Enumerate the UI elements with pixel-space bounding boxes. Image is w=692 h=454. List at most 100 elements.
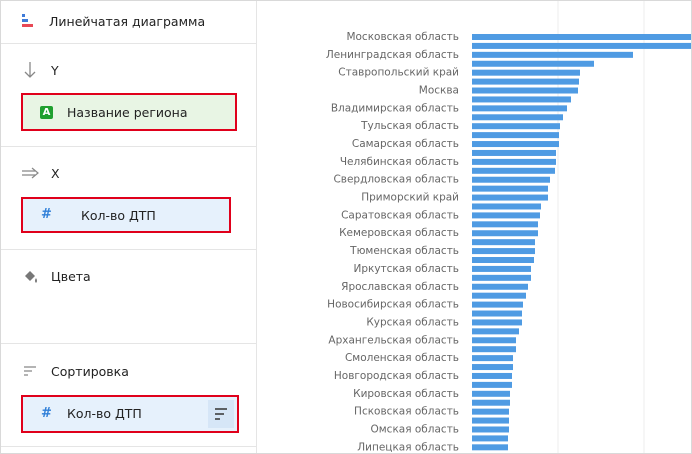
category-label: Ярославская область [341,281,459,293]
bar [472,399,510,406]
category-label: Ленинградская область [326,49,459,61]
bar [472,319,522,326]
bar [472,149,556,156]
bar [472,87,578,94]
category-label: Тульская область [360,120,459,132]
bar [472,444,508,451]
category-label: Тюменская область [349,245,459,257]
bar [472,167,555,174]
category-label: Омская область [370,423,459,435]
bar [472,34,691,40]
bar [472,265,531,272]
category-label: Кемеровская область [339,227,459,239]
category-label: Новосибирская область [327,299,459,311]
field-chip[interactable]: # Кол-во ДТП [21,197,231,233]
bar [472,337,516,344]
category-label: Кировская область [353,388,459,400]
category-label: Курская область [366,316,459,328]
category-label: Челябинская область [340,156,459,168]
bar [472,60,594,67]
bar [472,78,579,85]
bar [472,417,509,424]
category-label: Смоленская область [345,352,459,364]
category-label: Московская область [346,31,459,43]
type-badge: # [41,406,52,421]
category-label: Самарская область [352,138,459,150]
sort-direction[interactable] [208,400,234,428]
bar [472,203,541,210]
bar [472,248,535,255]
y-icon [24,62,36,78]
category-label: Иркутская область [353,263,459,275]
bar [472,105,567,112]
bar [472,132,559,139]
field-chip[interactable]: # Кол-во ДТП [21,395,239,433]
divider [1,249,256,250]
field-chip[interactable]: A Название региона [21,93,237,131]
bar [472,185,548,192]
bar [472,114,563,121]
category-label: Саратовская область [341,209,459,221]
bar [472,426,509,433]
bar [472,221,538,228]
field-label: Кол-во ДТП [81,208,156,223]
category-label: Липецкая область [357,441,459,453]
section-title: X [51,166,60,181]
chart-type[interactable]: Линейчатая диаграмма [49,14,206,29]
category-label: Владимирская область [331,102,459,114]
bar [472,328,519,335]
bar [472,274,531,281]
divider [1,146,256,147]
category-label: Москва [419,85,459,97]
type-badge: A [40,106,53,119]
bar [472,372,512,379]
bar [472,364,513,371]
bar [472,408,509,415]
bar [472,435,508,442]
category-label: Ставропольский край [338,67,459,79]
category-label: Приморский край [361,192,459,204]
bar [472,301,523,308]
bar [472,257,534,263]
bar [472,346,516,353]
divider [1,343,256,344]
sort-icon [24,366,36,376]
category-label: Псковская область [354,406,459,418]
divider [1,446,256,447]
type-badge: # [41,207,52,222]
bar [472,230,538,237]
bar [472,310,522,317]
bar [472,51,633,58]
bar [472,292,526,299]
bar [472,42,691,49]
section-title: Цвета [51,269,91,284]
bar [472,390,510,397]
bar [472,96,571,103]
bar [472,123,560,130]
bar [472,194,548,201]
category-label: Свердловская область [333,174,459,186]
bar [472,158,556,165]
color-icon [25,271,37,283]
bar [472,141,559,148]
bar [472,381,512,388]
settings-panel: Линейчатая диаграмма Y A Название регион… [1,1,257,453]
bar [472,355,513,362]
grid [557,1,645,453]
bar [472,212,540,219]
category-label: Новгородская область [334,370,459,382]
section-title: Сортировка [51,364,129,379]
bar [472,239,535,246]
chart-type-icon [22,14,33,27]
bar [472,176,550,183]
category-label: Архангельская область [328,334,459,346]
section-title: Y [51,63,59,78]
x-icon [22,167,39,179]
field-label: Название региона [67,105,188,120]
field-label: Кол-во ДТП [67,406,142,421]
bar [472,69,580,76]
bar [472,283,528,290]
divider [1,43,256,44]
